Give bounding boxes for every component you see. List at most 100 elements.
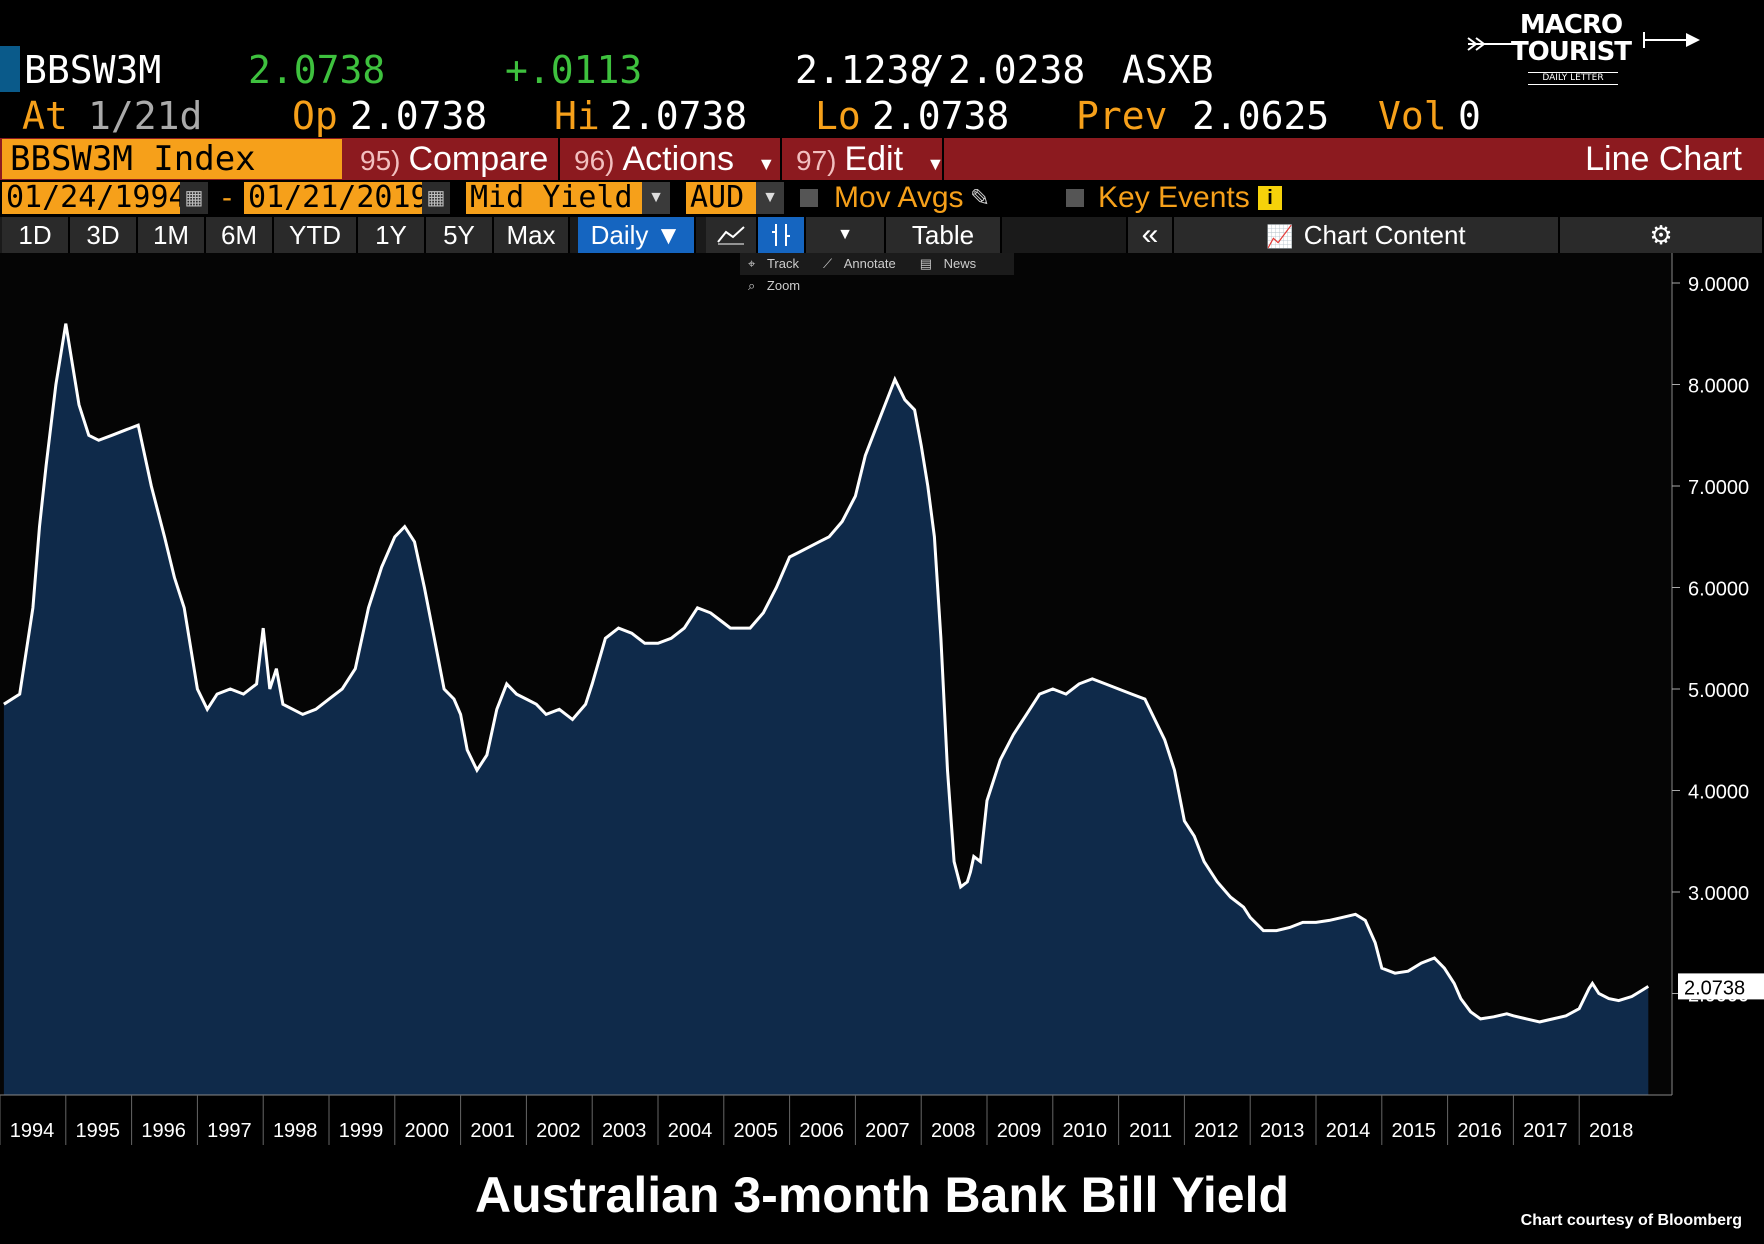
arrow-logo-icon: [1467, 32, 1700, 51]
compare-label: Compare: [408, 140, 549, 178]
key-events-checkbox[interactable]: [1066, 189, 1084, 207]
low-value: 2.0738: [872, 94, 1010, 138]
news-button[interactable]: ▤ News: [919, 256, 977, 271]
vol-label: Vol: [1378, 94, 1447, 138]
line-chart-icon[interactable]: [706, 217, 758, 253]
x-tick-label: 2009: [997, 1120, 1042, 1142]
end-date-field[interactable]: 01/21/2019: [244, 182, 429, 214]
price-change: +.0113: [505, 48, 643, 92]
period-button-1y[interactable]: 1Y: [358, 217, 426, 253]
edit-menu[interactable]: 97) Edit ▼: [796, 138, 944, 180]
at-value: 1/21d: [88, 94, 203, 138]
series-line: [3, 323, 1650, 1024]
x-tick-label: 2000: [405, 1120, 450, 1142]
last-price: 2.0738: [248, 48, 386, 92]
y-tick-label: 9.0000: [1688, 274, 1749, 296]
mov-avgs-label: Mov Avgs: [834, 181, 964, 214]
chart-credit: Chart courtesy of Bloomberg: [1520, 1212, 1742, 1229]
x-tick-label: 2006: [799, 1120, 844, 1142]
x-tick-label: 2007: [865, 1120, 910, 1142]
ask-price: 2.0238: [948, 48, 1086, 92]
x-tick-label: 2011: [1129, 1120, 1172, 1142]
period-button-max[interactable]: Max: [494, 217, 570, 253]
start-date-field[interactable]: 01/24/1994: [2, 182, 187, 214]
chart-mini-toolbar: ⌖ Track ⟋ Annotate ▤ News ⌕ Zoom: [740, 253, 1014, 293]
gear-icon[interactable]: ⚙: [1560, 217, 1764, 253]
chevron-down-icon[interactable]: ▼: [756, 182, 784, 214]
brand-line2: TOURIST: [1510, 37, 1632, 67]
bar-chart-icon[interactable]: [758, 217, 806, 253]
x-tick-label: 2017: [1523, 1120, 1568, 1142]
compare-menu[interactable]: 95) Compare: [360, 138, 548, 180]
period-button-3d[interactable]: 3D: [70, 217, 138, 253]
bid-price: 2.1238: [795, 48, 933, 92]
y-tick-label: 7.0000: [1688, 477, 1749, 499]
brand-line1: MACRO: [1519, 10, 1623, 40]
x-tick-label: 1998: [273, 1120, 318, 1142]
track-button[interactable]: ⌖ Track: [748, 256, 799, 271]
calendar-icon[interactable]: ▦: [422, 182, 450, 214]
prev-label: Prev: [1076, 94, 1168, 138]
edit-label: Edit: [844, 140, 904, 178]
period-button-6m[interactable]: 6M: [206, 217, 274, 253]
period-button-5y[interactable]: 5Y: [426, 217, 494, 253]
edit-number: 97): [796, 145, 837, 176]
yield-chart[interactable]: 2.00003.00004.00005.00006.00007.00008.00…: [0, 253, 1764, 1153]
y-tick-label: 6.0000: [1688, 579, 1749, 601]
chart-content-button[interactable]: 📈 Chart Content: [1174, 217, 1560, 253]
field-selector[interactable]: Mid Yield: [466, 182, 642, 214]
mov-avgs-checkbox[interactable]: [800, 189, 818, 207]
chart-content-icon: 📈: [1266, 224, 1294, 249]
annotate-button[interactable]: ⟋ Annotate: [822, 256, 896, 271]
period-button-ytd[interactable]: YTD: [274, 217, 358, 253]
vol-value: 0: [1458, 94, 1481, 138]
x-tick-label: 2016: [1457, 1120, 1502, 1142]
actions-menu[interactable]: 96) Actions ▼: [574, 138, 775, 180]
spacer: [1002, 217, 1128, 253]
x-tick-label: 1999: [339, 1120, 384, 1142]
date-range-dash: -: [222, 181, 232, 214]
x-tick-label: 1996: [141, 1120, 186, 1142]
x-tick-label: 2014: [1326, 1120, 1371, 1142]
chevron-down-icon: ▼: [757, 154, 776, 174]
x-tick-label: 2001: [470, 1120, 515, 1142]
exchange-code: ASXB: [1122, 48, 1214, 92]
y-tick-label: 5.0000: [1688, 680, 1749, 702]
period-button-1d[interactable]: 1D: [2, 217, 70, 253]
x-tick-label: 2013: [1260, 1120, 1305, 1142]
bid-ask-separator: /: [922, 48, 945, 92]
y-tick-label: 3.0000: [1688, 883, 1749, 905]
zoom-button[interactable]: ⌕ Zoom: [748, 278, 801, 293]
frequency-dropdown[interactable]: Daily ▼: [578, 217, 696, 253]
open-value: 2.0738: [350, 94, 488, 138]
pencil-icon[interactable]: ✎: [970, 185, 991, 212]
x-tick-label: 1997: [207, 1120, 252, 1142]
x-tick-label: 2003: [602, 1120, 647, 1142]
security-field[interactable]: BBSW3M Index: [2, 139, 342, 179]
high-value: 2.0738: [610, 94, 748, 138]
x-tick-label: 2010: [1063, 1120, 1108, 1142]
x-tick-label: 2012: [1194, 1120, 1239, 1142]
chart-style-dropdown[interactable]: ▼: [806, 217, 886, 253]
info-icon[interactable]: i: [1258, 186, 1282, 210]
chevron-down-icon[interactable]: ▼: [642, 182, 670, 214]
y-tick-label: 4.0000: [1688, 782, 1749, 804]
last-value-label: 2.0738: [1684, 977, 1745, 999]
actions-label: Actions: [622, 140, 734, 178]
low-label: Lo: [815, 94, 861, 138]
chart-type-label: Line Chart: [1585, 140, 1742, 178]
calendar-icon[interactable]: ▦: [180, 182, 208, 214]
collapse-icon[interactable]: «: [1128, 217, 1174, 253]
x-tick-label: 2018: [1589, 1120, 1634, 1142]
x-tick-label: 2004: [668, 1120, 713, 1142]
selection-marker: [0, 46, 20, 92]
currency-selector[interactable]: AUD: [686, 182, 756, 214]
open-label: Op: [292, 94, 338, 138]
chart-title: Australian 3-month Bank Bill Yield: [474, 1167, 1290, 1223]
at-label: At: [22, 94, 68, 138]
high-label: Hi: [554, 94, 600, 138]
table-button[interactable]: Table: [886, 217, 1002, 253]
last-value-badge: [1678, 973, 1764, 1000]
period-button-1m[interactable]: 1M: [138, 217, 206, 253]
function-toolbar: BBSW3M Index 95) Compare 96) Actions ▼ 97)…: [0, 138, 1764, 180]
